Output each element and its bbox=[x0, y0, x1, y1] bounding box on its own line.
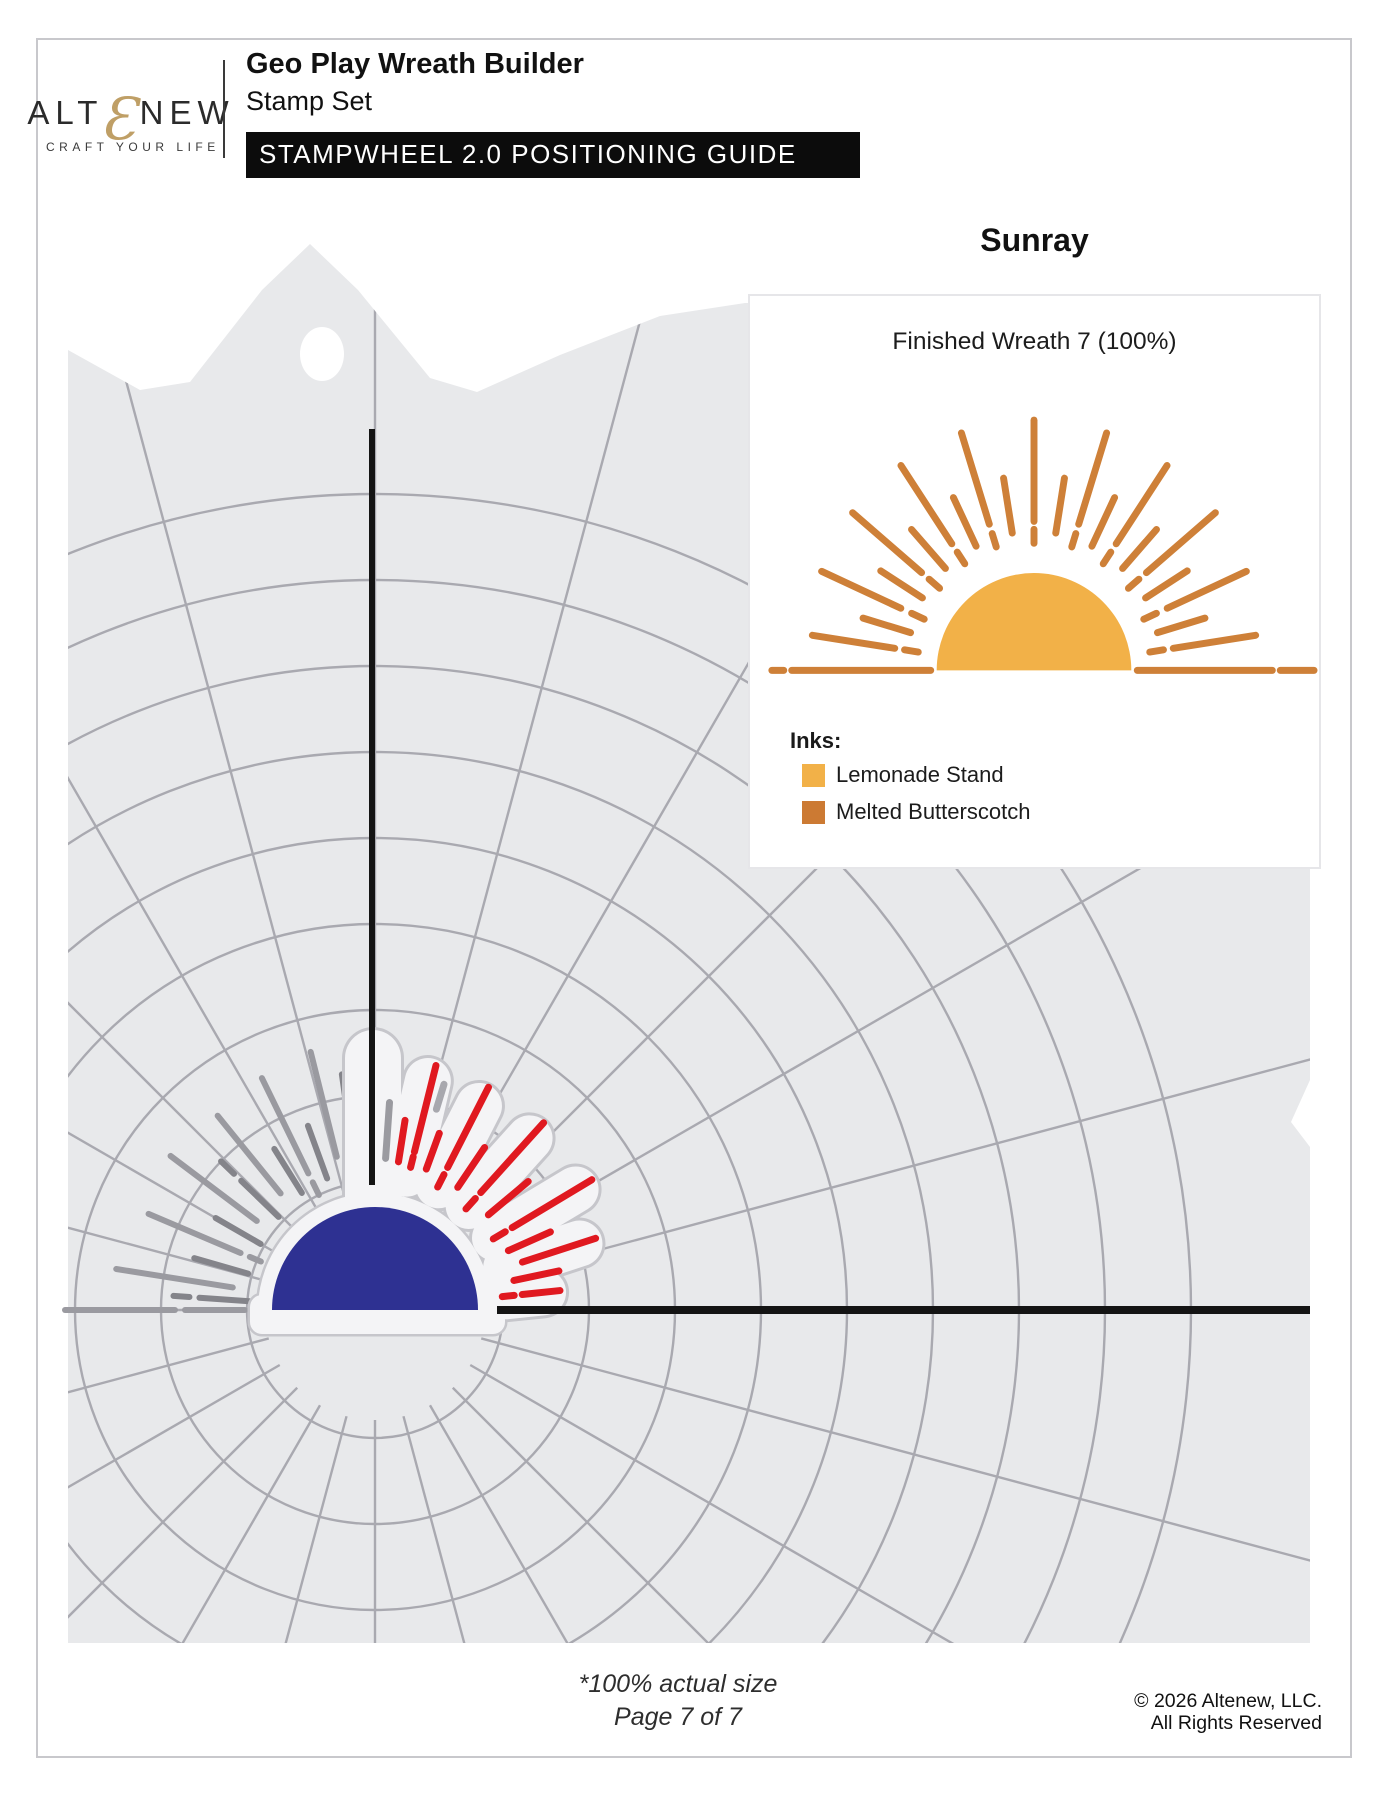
footer-note: *100% actual size Page 7 of 7 bbox=[428, 1668, 928, 1734]
legend-row: Lemonade Stand bbox=[802, 762, 1030, 788]
inks-label: Inks: bbox=[790, 728, 842, 753]
finished-wreath-title: Finished Wreath 7 (100%) bbox=[892, 328, 1177, 355]
ink-name: Lemonade Stand bbox=[836, 762, 1004, 787]
guide-banner: STAMPWHEEL 2.0 POSITIONING GUIDE bbox=[246, 132, 860, 178]
header-title-block: Geo Play Wreath Builder Stamp Set STAMPW… bbox=[246, 48, 860, 178]
page-border-frame bbox=[36, 38, 1352, 1758]
document-title: Geo Play Wreath Builder bbox=[246, 48, 584, 80]
altenew-logo: ALT Ɛ NEW CRAFT YOUR LIFE bbox=[27, 58, 235, 154]
legend-row: Melted Butterscotch bbox=[802, 799, 1030, 825]
ink-name: Melted Butterscotch bbox=[836, 799, 1031, 824]
inks-legend: Inks: Lemonade Stand Melted Butterscotch bbox=[790, 728, 1030, 836]
document-subtitle: Stamp Set bbox=[246, 86, 373, 116]
finished-wreath-illustration bbox=[768, 416, 1318, 674]
section-title: Sunray bbox=[980, 222, 1089, 258]
logo-tagline: CRAFT YOUR LIFE bbox=[46, 140, 220, 154]
finished-wreath-box: Finished Wreath 7 (100%) Inks: Lemonade … bbox=[748, 294, 1321, 869]
logo-ampersand-icon: Ɛ bbox=[100, 85, 143, 153]
copyright-line2: All Rights Reserved bbox=[1150, 1712, 1322, 1734]
altenew-wordmark: ALT Ɛ NEW bbox=[27, 85, 235, 153]
page-number: Page 7 of 7 bbox=[614, 1703, 742, 1731]
header-divider bbox=[223, 60, 225, 158]
ink-swatch-lemonade-stand bbox=[802, 763, 825, 787]
copyright-line1: © 2026 Altenew, LLC. bbox=[1134, 1690, 1322, 1712]
copyright: © 2026 Altenew, LLC. All Rights Reserved bbox=[1040, 1690, 1322, 1734]
actual-size-note: *100% actual size bbox=[578, 1670, 778, 1698]
ink-swatch-melted-butterscotch bbox=[802, 800, 825, 824]
